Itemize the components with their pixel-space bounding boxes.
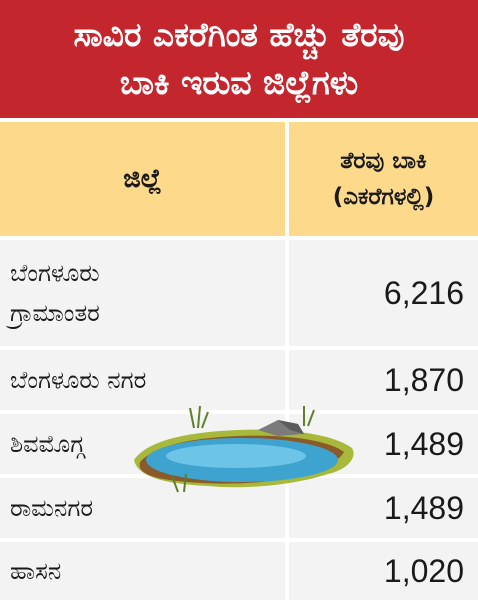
district-cell: ಬೆಂಗಳೂರು ನಗರ [0, 350, 285, 410]
district-cell: ಶಿವಮೊಗ್ಗ [0, 414, 285, 474]
table-row: ಹಾಸನ 1,020 [0, 542, 478, 600]
column-divider [285, 236, 289, 600]
district-name: ಹಾಸನ [10, 557, 62, 585]
table-title: ಸಾವಿರ ಎಕರೆಗಿಂತ ಹೆಚ್ಚು ತೆರವು ಬಾಕಿ ಇರುವ ಜಿ… [0, 0, 478, 118]
district-cell: ಬೆಂಗಳೂರು ಗ್ರಾಮಾಂತರ [0, 240, 285, 346]
column-header-pending: ತೆರವು ಬಾಕಿ (ಎಕರೆಗಳಲ್ಲಿ) [289, 122, 478, 236]
table-row: ಶಿವಮೊಗ್ಗ 1,489 [0, 414, 478, 474]
pending-value: 1,489 [383, 489, 464, 526]
table-row: ಬೆಂಗಳೂರು ನಗರ 1,870 [0, 350, 478, 410]
pending-value: 6,216 [383, 274, 464, 311]
district-name-line-2: ಗ್ರಾಮಾಂತರ [10, 299, 100, 327]
district-name: ಬೆಂಗಳೂರು [10, 259, 100, 287]
table-row: ಬೆಂಗಳೂರು ಗ್ರಾಮಾಂತರ 6,216 [0, 240, 478, 346]
district-cell: ಹಾಸನ [0, 542, 285, 600]
district-name: ಶಿವಮೊಗ್ಗ [10, 430, 85, 458]
pending-value: 1,489 [383, 425, 464, 462]
pending-value: 1,870 [383, 361, 464, 398]
district-name: ಬೆಂಗಳೂರು ನಗರ [10, 366, 147, 394]
pending-header-line-1: ತೆರವು ಬಾಕಿ [340, 148, 427, 174]
title-line-1: ಸಾವಿರ ಎಕರೆಗಿಂತ ಹೆಚ್ಚು ತೆರವು [73, 15, 405, 54]
table-row: ರಾಮನಗರ 1,489 [0, 478, 478, 538]
district-name: ರಾಮನಗರ [10, 494, 94, 522]
title-line-2: ಬಾಕಿ ಇರುವ ಜಿಲ್ಲೆಗಳು [119, 63, 359, 102]
district-cell: ರಾಮನಗರ [0, 478, 285, 538]
pending-value: 1,020 [383, 552, 464, 589]
district-header-label: ಜಿಲ್ಲೆ [123, 163, 162, 194]
column-header-district: ಜಿಲ್ಲೆ [0, 122, 285, 236]
pending-header-line-2: (ಎಕರೆಗಳಲ್ಲಿ) [332, 184, 435, 210]
